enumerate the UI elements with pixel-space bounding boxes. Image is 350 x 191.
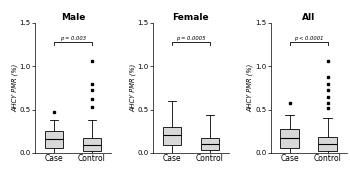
Bar	[201, 138, 219, 150]
Text: p = 0.0005: p = 0.0005	[176, 36, 205, 41]
Bar	[83, 138, 101, 151]
Y-axis label: AHCY PMR (%): AHCY PMR (%)	[130, 64, 136, 112]
Title: All: All	[302, 13, 315, 22]
Text: p < 0.0001: p < 0.0001	[294, 36, 323, 41]
Title: Male: Male	[61, 13, 85, 22]
Y-axis label: AHCY PMR (%): AHCY PMR (%)	[12, 64, 18, 112]
Y-axis label: AHCY PMR (%): AHCY PMR (%)	[247, 64, 254, 112]
Title: Female: Female	[173, 13, 209, 22]
Text: p = 0.003: p = 0.003	[60, 36, 86, 41]
Bar	[163, 127, 181, 145]
Bar	[318, 137, 337, 151]
Bar	[280, 129, 299, 148]
Bar	[45, 131, 63, 148]
